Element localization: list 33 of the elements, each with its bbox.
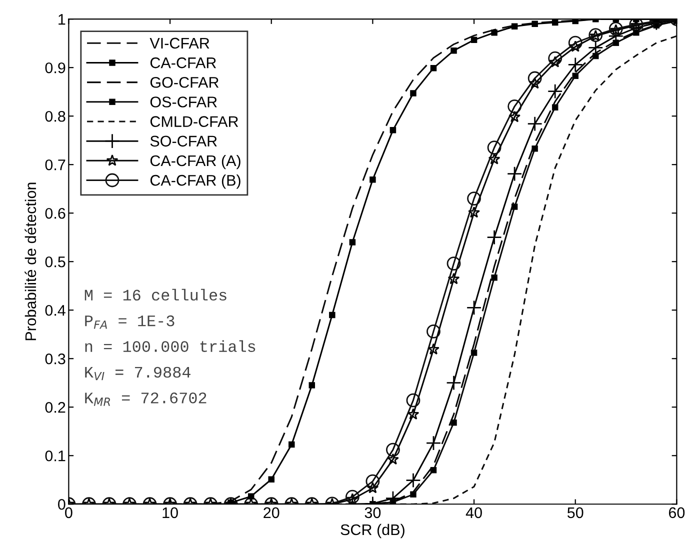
y-tick-label: 0.1 xyxy=(45,450,66,462)
y-tick-label: 0.3 xyxy=(45,353,66,364)
y-tick-label: 1 xyxy=(58,14,66,25)
annotation: K$_{MR}$ = 72.6702 xyxy=(85,392,206,406)
x-tick-label: 60 xyxy=(668,507,685,518)
x-tick-label: 40 xyxy=(466,507,482,518)
y-tick-label: 0.6 xyxy=(45,208,66,219)
annotation: P$_{FA}$ = 1E-3 xyxy=(85,315,174,329)
annotation: n = 100.000 trials xyxy=(85,340,256,352)
x-tick-label: 10 xyxy=(162,507,178,518)
y-axis-title: Probabilité de détection xyxy=(24,182,36,340)
x-axis-title: SCR (dB) xyxy=(340,524,404,538)
y-tick-label: 0.9 xyxy=(45,62,66,74)
y-tick-label: 0.2 xyxy=(45,402,66,413)
y-tick-label: 0 xyxy=(58,498,66,510)
y-tick-label: 0.7 xyxy=(45,159,66,170)
x-tick-label: 20 xyxy=(264,507,280,518)
legend-label: VI-CFAR xyxy=(150,38,210,49)
legend-label: CA-CFAR xyxy=(150,57,216,68)
legend-label: CA-CFAR (A) xyxy=(150,154,240,170)
legend-label: CMLD-CFAR xyxy=(150,116,238,127)
legend-label: OS-CFAR xyxy=(150,96,217,108)
annotation: K$_{VI}$ = 7.9884 xyxy=(85,366,190,380)
x-tick-label: 50 xyxy=(567,507,584,518)
legend-label: SO-CFAR xyxy=(150,136,217,147)
x-tick-label: 0 xyxy=(65,507,72,518)
y-tick-label: 0.5 xyxy=(45,256,66,268)
y-tick-label: 0.8 xyxy=(45,110,66,122)
y-tick-label: 0.4 xyxy=(45,304,66,316)
legend-label: CA-CFAR (B) xyxy=(150,174,240,189)
x-tick-label: 30 xyxy=(364,507,381,518)
annotation: M = 16 cellules xyxy=(84,288,226,301)
legend-label: GO-CFAR xyxy=(150,76,219,88)
